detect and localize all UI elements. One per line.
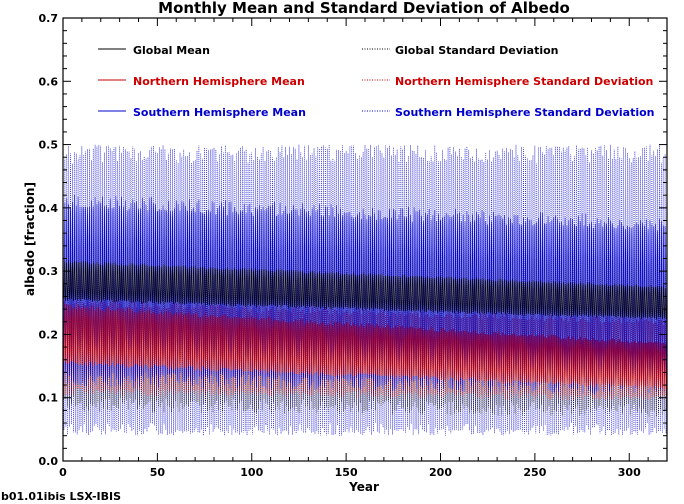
y-tick-label: 0.1 [39, 392, 59, 405]
legend-label: Northern Hemisphere Standard Deviation [395, 75, 653, 88]
legend-label: Southern Hemisphere Standard Deviation [395, 106, 655, 119]
legend-label: Global Standard Deviation [395, 44, 559, 57]
x-tick-label: 300 [618, 466, 641, 479]
y-tick-label: 0.7 [39, 12, 59, 25]
footer-label: b01.01ibis LSX-IBIS [1, 490, 121, 503]
y-tick-label: 0.4 [39, 202, 59, 215]
legend-label: Northern Hemisphere Mean [133, 75, 305, 88]
legend-label: Southern Hemisphere Mean [133, 106, 306, 119]
x-tick-label: 200 [429, 466, 452, 479]
y-tick-label: 0.6 [39, 75, 59, 88]
y-axis-label: albedo [fraction] [23, 182, 37, 296]
series-line-northern-hemisphere-mean [62, 303, 668, 390]
series-line-global-mean [62, 260, 668, 320]
series-layer [62, 144, 668, 436]
x-axis-label: Year [348, 480, 379, 494]
legend-label: Global Mean [133, 44, 210, 57]
axes-layer: 0 50 100 150 200 250 300 0.0 0.1 0.2 0.3 0.4 0.5 0.6 0… [39, 12, 667, 479]
legend: Global Mean Northern Hemisphere Mean South… [98, 44, 655, 119]
chart-title: Monthly Mean and Standard Deviation of A… [158, 0, 570, 17]
y-tick-label: 0.2 [39, 328, 59, 341]
x-tick-label: 150 [335, 466, 358, 479]
x-tick-label: 250 [523, 466, 546, 479]
x-tick-label: 0 [59, 466, 67, 479]
x-tick-label: 50 [150, 466, 166, 479]
y-tick-label: 0.3 [39, 265, 59, 278]
x-tick-label: 100 [240, 466, 263, 479]
y-tick-label: 0.0 [39, 455, 59, 468]
y-tick-label: 0.5 [39, 139, 59, 152]
